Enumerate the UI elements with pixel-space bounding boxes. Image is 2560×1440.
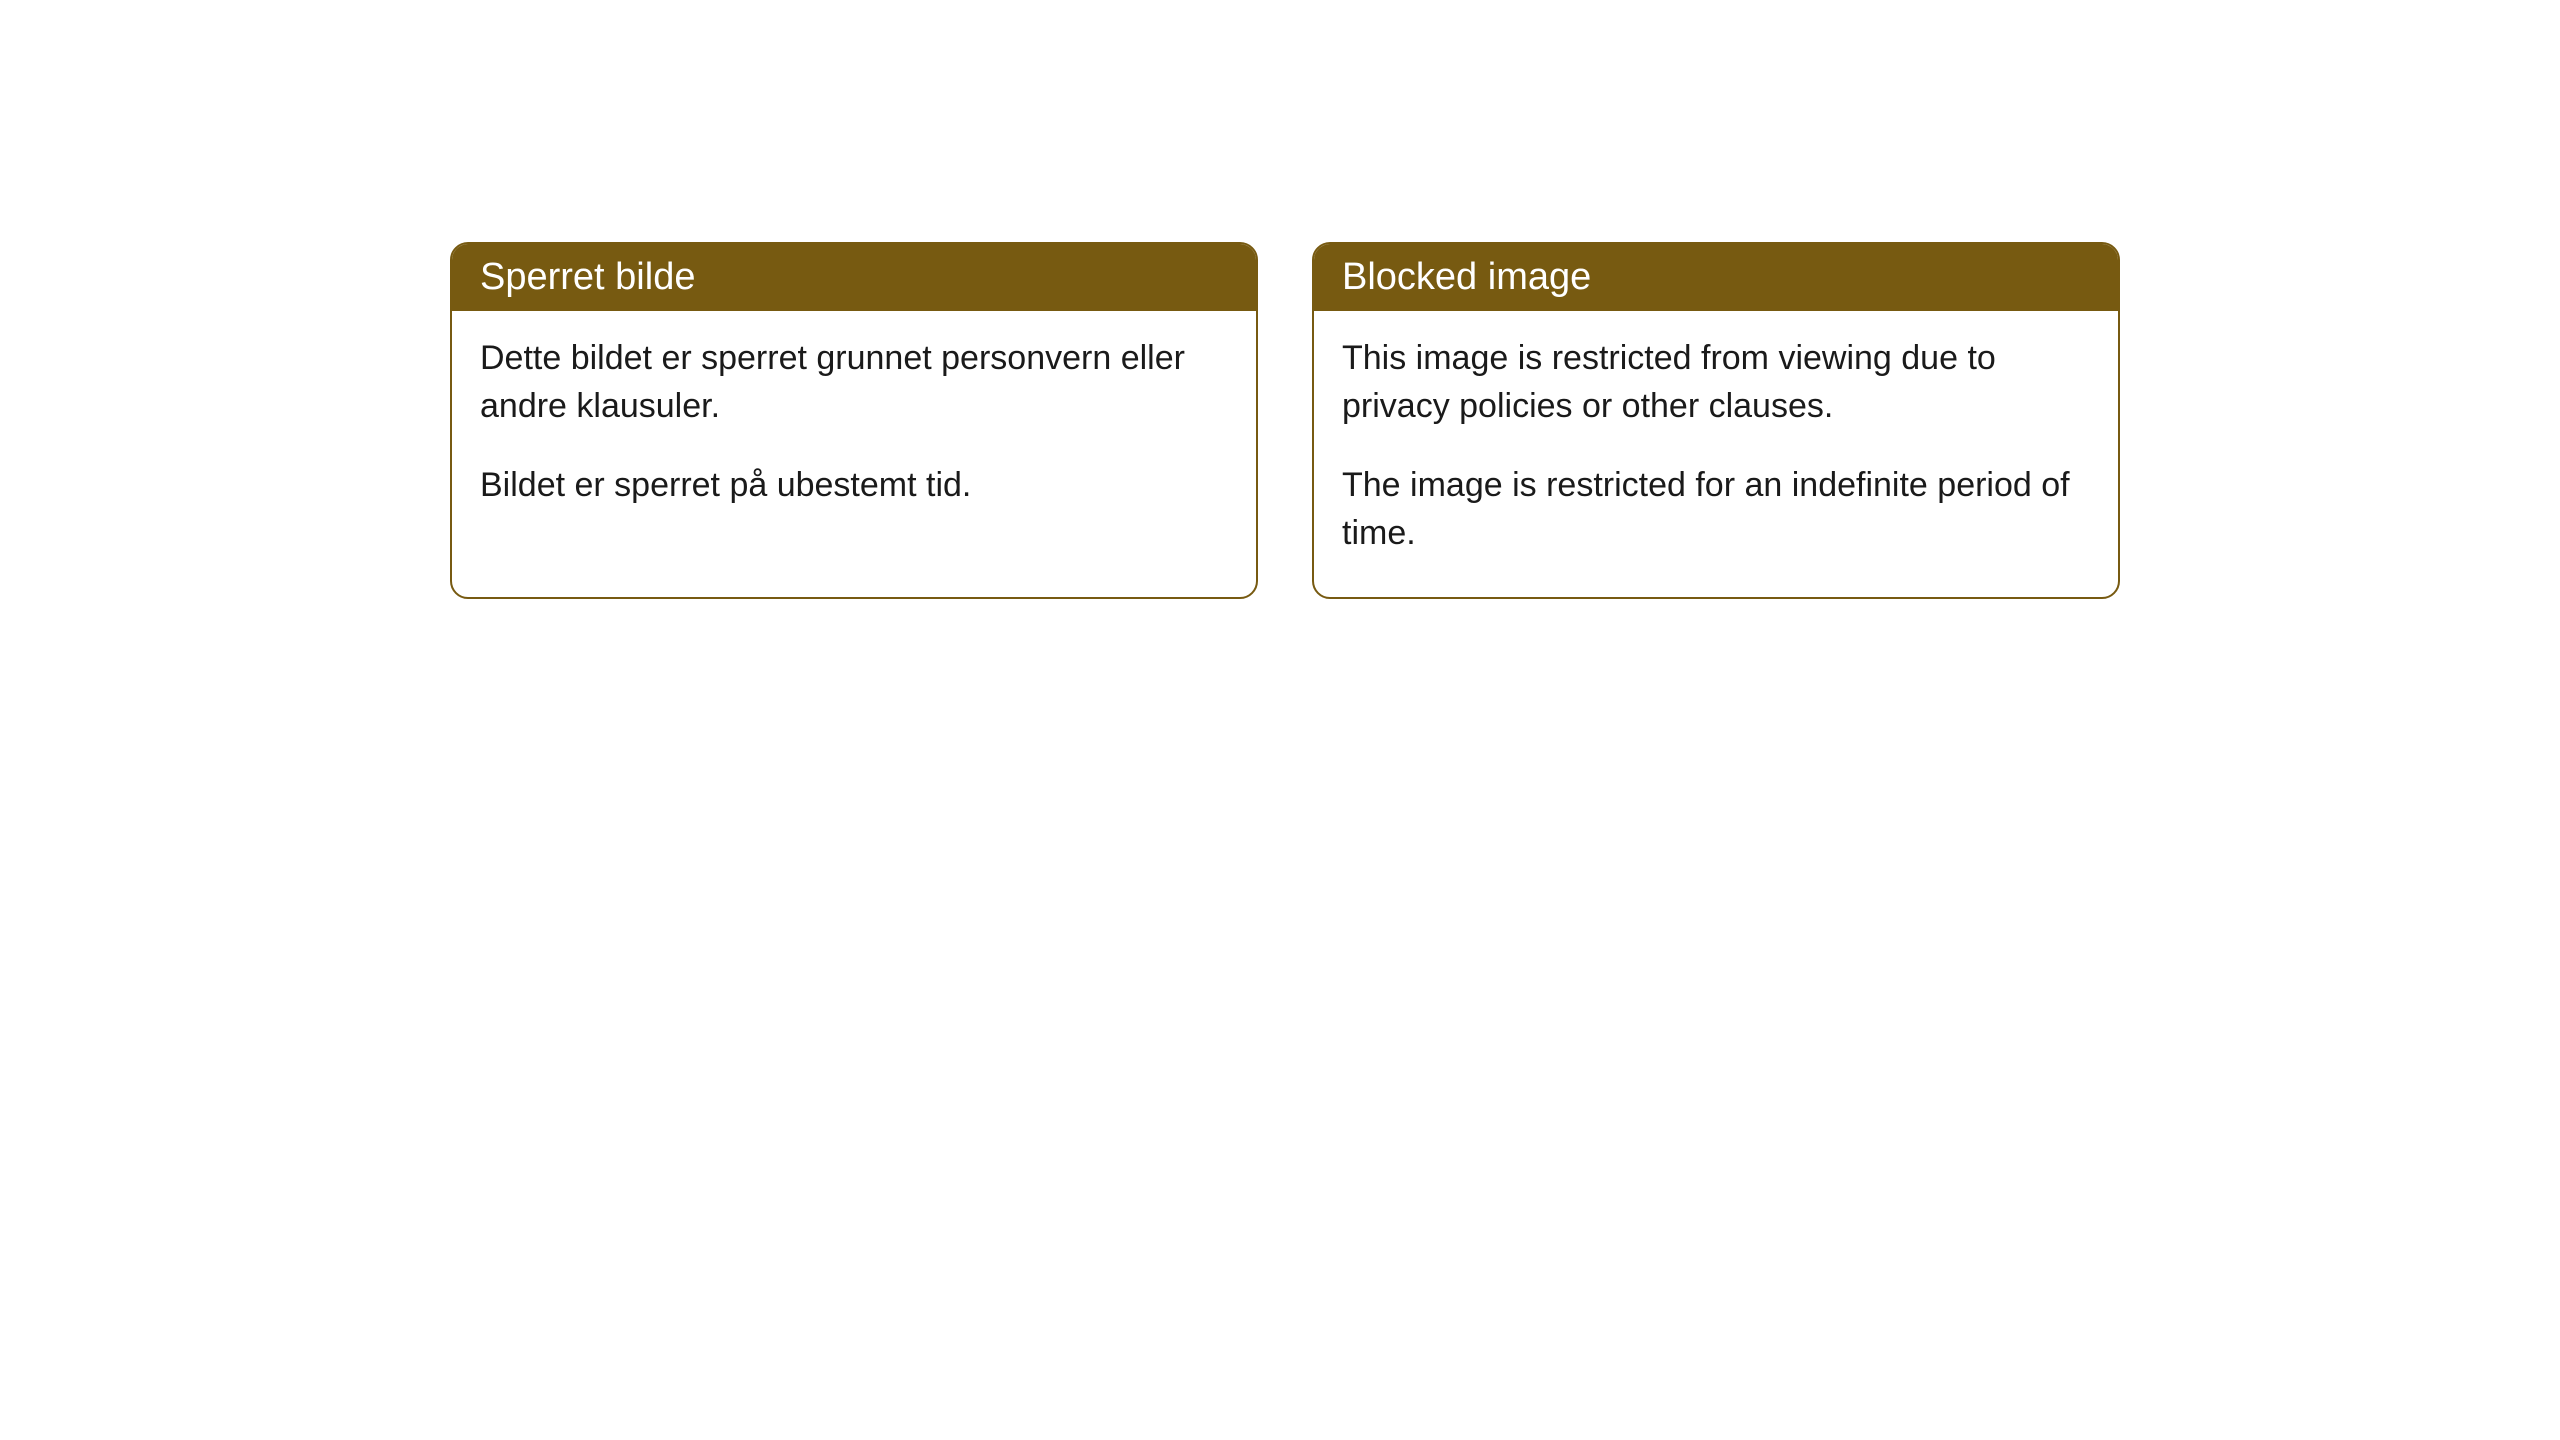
card-header: Sperret bilde <box>452 244 1256 311</box>
card-body: This image is restricted from viewing du… <box>1314 311 2118 597</box>
blocked-image-cards: Sperret bilde Dette bildet er sperret gr… <box>450 242 2120 599</box>
card-text-1: Dette bildet er sperret grunnet personve… <box>480 335 1228 430</box>
blocked-image-card-english: Blocked image This image is restricted f… <box>1312 242 2120 599</box>
card-header: Blocked image <box>1314 244 2118 311</box>
card-title: Blocked image <box>1342 256 1591 298</box>
card-title: Sperret bilde <box>480 256 695 298</box>
card-body: Dette bildet er sperret grunnet personve… <box>452 311 1256 550</box>
blocked-image-card-norwegian: Sperret bilde Dette bildet er sperret gr… <box>450 242 1258 599</box>
card-text-2: The image is restricted for an indefinit… <box>1342 462 2090 557</box>
card-text-1: This image is restricted from viewing du… <box>1342 335 2090 430</box>
card-text-2: Bildet er sperret på ubestemt tid. <box>480 462 1228 510</box>
